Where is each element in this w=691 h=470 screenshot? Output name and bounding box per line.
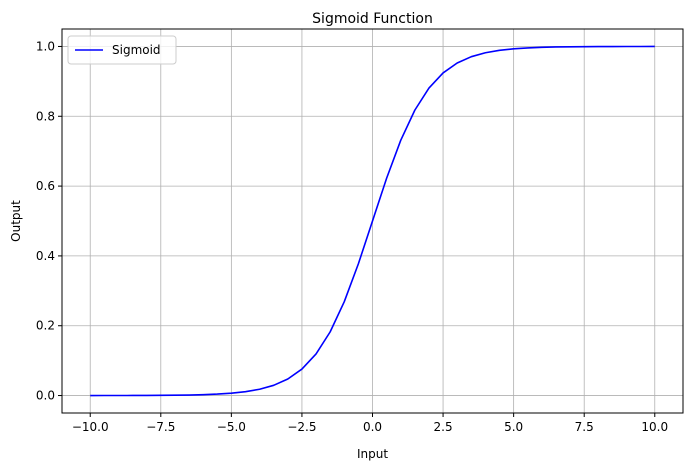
- x-tick-label: 5.0: [504, 420, 523, 434]
- x-tick-label: −10.0: [72, 420, 109, 434]
- y-tick-label: 0.2: [36, 319, 55, 333]
- chart-title: Sigmoid Function: [312, 11, 433, 27]
- y-axis-ticks: 0.0 0.2 0.4 0.6 0.8 1.0: [36, 39, 62, 403]
- y-tick-label: 0.4: [36, 249, 55, 263]
- x-tick-label: −2.5: [287, 420, 316, 434]
- x-axis-label: Input: [357, 447, 388, 461]
- legend-label-sigmoid: Sigmoid: [112, 43, 161, 57]
- legend-box: [67, 35, 177, 65]
- x-tick-label: 7.5: [575, 420, 594, 434]
- x-tick-label: −7.5: [146, 420, 175, 434]
- series-line-sigmoid: [90, 45, 655, 397]
- legend: Sigmoid: [67, 35, 177, 65]
- grid: [62, 29, 683, 413]
- x-tick-label: 2.5: [434, 420, 453, 434]
- y-axis-label: Output: [9, 200, 23, 242]
- x-tick-label: 0.0: [363, 420, 382, 434]
- y-tick-label: 1.0: [36, 39, 55, 53]
- y-tick-label: 0.8: [36, 109, 55, 123]
- x-tick-label: −5.0: [217, 420, 246, 434]
- y-tick-label: 0.6: [36, 179, 55, 193]
- x-tick-label: 10.0: [641, 420, 668, 434]
- y-tick-label: 0.0: [36, 389, 55, 403]
- x-axis-ticks: −10.0 −7.5 −5.0 −2.5 0.0 2.5 5.0 7.5 10.0: [72, 413, 668, 434]
- series-layer: [90, 45, 655, 397]
